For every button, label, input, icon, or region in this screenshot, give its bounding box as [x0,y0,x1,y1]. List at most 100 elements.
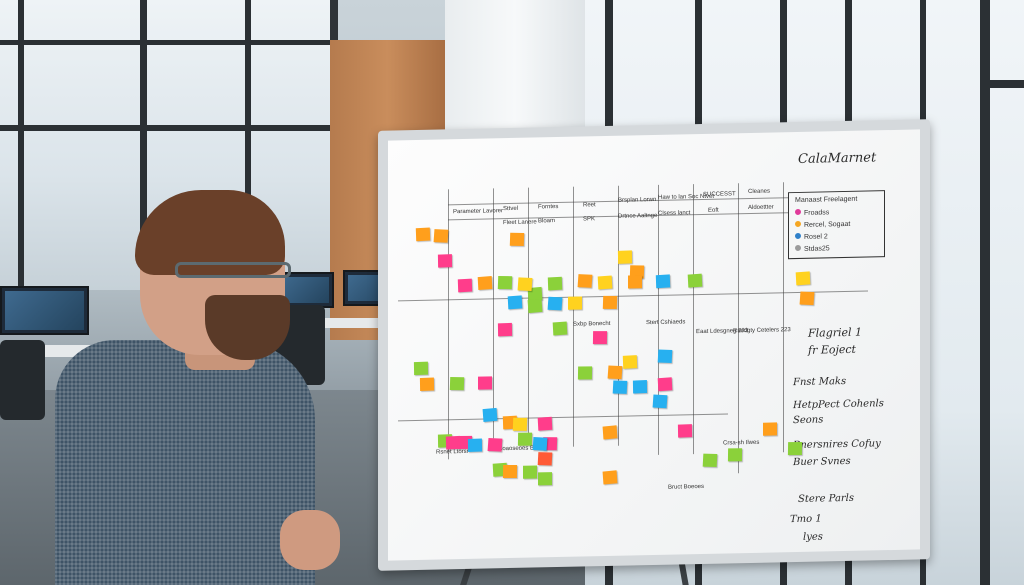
column-subheader: Bloam [538,218,556,225]
board-note-text: lyes [803,531,823,543]
sticky-note [497,276,513,290]
column-header: Parameter Lavorer [453,208,504,216]
column-header: Brsplan Lorwn [618,196,657,204]
legend-item: Rosel 2 [795,232,828,241]
board-note-text: Buer Svnes [793,455,851,469]
sticky-note [727,448,743,462]
sticky-note [577,366,593,380]
sticky-note [592,331,608,345]
monitor [0,286,89,335]
whiteboard: CalaMarnet Parameter Lavorer Sttvel Forn… [378,119,930,571]
sticky-note [477,276,493,291]
column-subheader: SPK [583,216,596,223]
column-subheader: Aldoettter [748,204,774,212]
hair [135,190,285,275]
legend-box: Manaast Freelagent Froadss Rercel, Sogaa… [788,190,885,260]
legend-dot [795,208,801,216]
sticky-note [602,295,618,310]
sticky-note [657,349,673,363]
sticky-note [449,377,465,391]
sticky-note [677,424,693,438]
column-subheader: Clsess lanct [658,210,691,217]
sticky-note [437,254,453,268]
sticky-note [552,321,568,336]
sticky-note [537,452,553,466]
bottom-label: Crsa-sh Ilwes [723,439,760,447]
sticky-note [517,277,533,292]
sticky-note [502,464,518,479]
board-note-text: Bnersnires Cofuy [793,438,881,452]
sticky-note [538,472,552,486]
board-note-text: HetpPect Cohenls [793,398,884,412]
sticky-note [509,232,525,246]
sticky-note [632,380,648,394]
board-note-text: Fnst Maks [793,375,847,389]
sticky-note [795,271,811,286]
sticky-note [523,465,537,479]
board-note-text: fr Eoject [808,342,856,357]
person-man [55,190,345,585]
sticky-note [687,273,703,288]
office-chair [0,340,45,420]
column-note: Sxbp Bonecht [573,320,611,328]
column-header: Sttvel [503,205,519,213]
glasses-icon [175,262,291,278]
legend-dot [795,220,801,228]
sticky-note [787,442,803,456]
legend-title: Manaast Freelagent [795,195,858,205]
checkered-shirt [55,340,315,585]
sticky-note [655,274,671,289]
sticky-note [532,437,548,451]
sticky-note [763,422,777,436]
column-header: Cleanes [748,188,771,196]
column-subheader: Fleet Lanere [503,219,537,227]
sticky-note [467,438,483,453]
sticky-note [657,377,673,392]
sticky-note [799,291,815,306]
column-subheader: Eoft [708,207,719,214]
sticky-note [537,416,553,431]
board-note-text: Flagriel 1 [808,325,863,340]
sticky-note [547,296,563,311]
sticky-note [507,295,523,310]
board-note-text: Tmo 1 [790,513,822,526]
sticky-note [487,437,503,452]
sticky-note [612,380,628,394]
sticky-note [628,275,642,289]
sticky-note [482,407,498,423]
sticky-note [457,278,473,293]
beard [205,295,290,360]
legend-dot [795,232,801,240]
sticky-note [607,365,623,380]
sticky-note [497,322,513,337]
board-note-text: Stere Parls [798,492,855,505]
board-note-text: Seons [793,414,824,427]
bottom-label: Bruct Boeoes [668,483,705,491]
sticky-note [433,229,449,243]
sticky-note [568,296,582,310]
bottom-label: Rsnet Ltorsr [436,448,469,456]
sticky-note [547,276,563,291]
sticky-note [415,227,431,242]
column-header: Reet [583,202,596,209]
sticky-note [413,361,429,376]
sticky-note [602,425,618,440]
column-subheader: Drtnce Aaltnge [618,212,658,220]
sticky-note [527,298,543,314]
sticky-note [652,394,668,409]
column-header: SUCCESST [703,191,736,198]
legend-item: Rercel, Sogaat [795,220,850,229]
sticky-note [617,250,633,264]
column-note: Rsedgty Cetelers 223 [733,327,791,335]
sticky-note [419,377,435,392]
sticky-note [517,432,533,446]
board-corner-title: CalaMarnet [798,150,877,167]
sticky-note [702,453,718,468]
sticky-note [622,355,638,369]
sticky-note [597,275,613,290]
sticky-note [478,376,492,390]
legend-item: Froadss [795,208,829,217]
column-header: Forntes [538,204,559,211]
sticky-note [512,417,528,431]
